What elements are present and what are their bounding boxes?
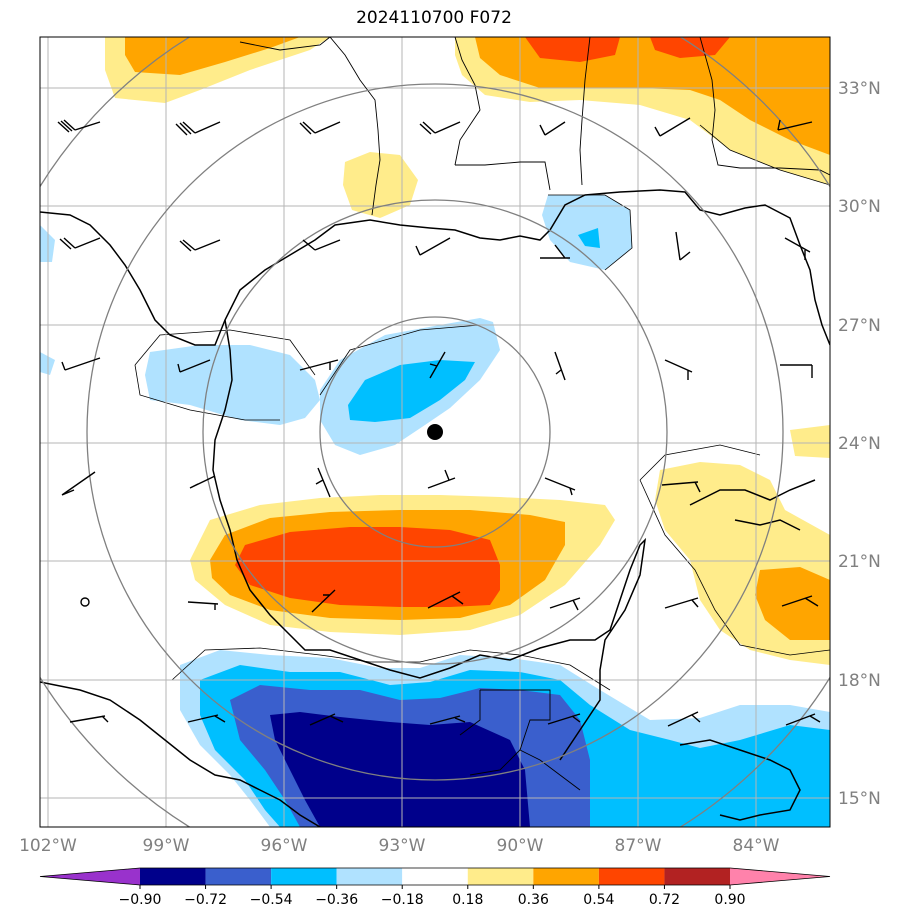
lon-label: 102°W [19, 836, 77, 856]
colorbar-segment [402, 868, 468, 885]
colorbar-tick-label: −0.90 [119, 892, 162, 908]
colorbar-segment [664, 868, 730, 885]
colorbar-segment [271, 868, 337, 885]
political-borders [239, 37, 830, 791]
range-rings [40, 37, 830, 827]
map-title: 2024110700 F072 [356, 8, 512, 28]
calm-wind-marker [80, 597, 90, 607]
lat-label: 33°N [838, 79, 881, 99]
colorbar: −0.90 −0.72 −0.54 −0.36 −0.18 0.18 0.36 0.54 0.7… [39, 867, 831, 908]
colorbar-tick-label: 0.36 [518, 892, 549, 908]
longitude-labels: 102°W 99°W 96°W 93°W 90°W 87°W 84°W [19, 836, 780, 856]
latitude-labels: 33°N 30°N 27°N 24°N 21°N 18°N 15°N [838, 79, 881, 809]
colorbar-tick-label: −0.72 [184, 892, 227, 908]
lat-label: 30°N [838, 197, 881, 217]
colorbar-tick-label: −0.36 [315, 892, 358, 908]
lon-label: 93°W [379, 836, 426, 856]
lon-label: 90°W [497, 836, 544, 856]
lon-label: 87°W [615, 836, 662, 856]
gridlines [40, 37, 830, 827]
contour-lines [134, 124, 830, 691]
lat-label: 24°N [838, 434, 881, 454]
map-frame [39, 36, 831, 828]
lat-label: 15°N [838, 789, 881, 809]
colorbar-segment [336, 868, 403, 885]
colorbar-tick-label: 0.72 [649, 892, 680, 908]
colorbar-segment [467, 868, 534, 885]
lat-label: 21°N [838, 552, 881, 572]
lat-label: 18°N [838, 671, 881, 691]
colorbar-segment [140, 868, 206, 885]
map-area [40, 37, 830, 827]
colorbar-segment [205, 868, 272, 885]
negative-anomaly-small [40, 195, 632, 455]
colorbar-tick-label: 0.90 [714, 892, 745, 908]
colorbar-segment [598, 868, 665, 885]
colorbar-extend-high [730, 868, 830, 885]
lon-label: 96°W [261, 836, 308, 856]
lat-label: 27°N [838, 316, 881, 336]
colorbar-tick-label: −0.54 [250, 892, 293, 908]
storm-center-marker [427, 424, 443, 440]
coastlines [40, 189, 830, 827]
wind-barbs [57, 117, 821, 727]
colorbar-tick-label: −0.18 [381, 892, 424, 908]
lon-label: 84°W [733, 836, 780, 856]
positive-anomaly-north [105, 37, 830, 218]
positive-anomaly-central [190, 425, 830, 665]
colorbar-segment [533, 868, 599, 885]
lon-label: 99°W [143, 836, 190, 856]
colorbar-extend-low [40, 868, 140, 885]
colorbar-tick-label: 0.18 [452, 892, 483, 908]
colorbar-tick-label: 0.54 [583, 892, 614, 908]
